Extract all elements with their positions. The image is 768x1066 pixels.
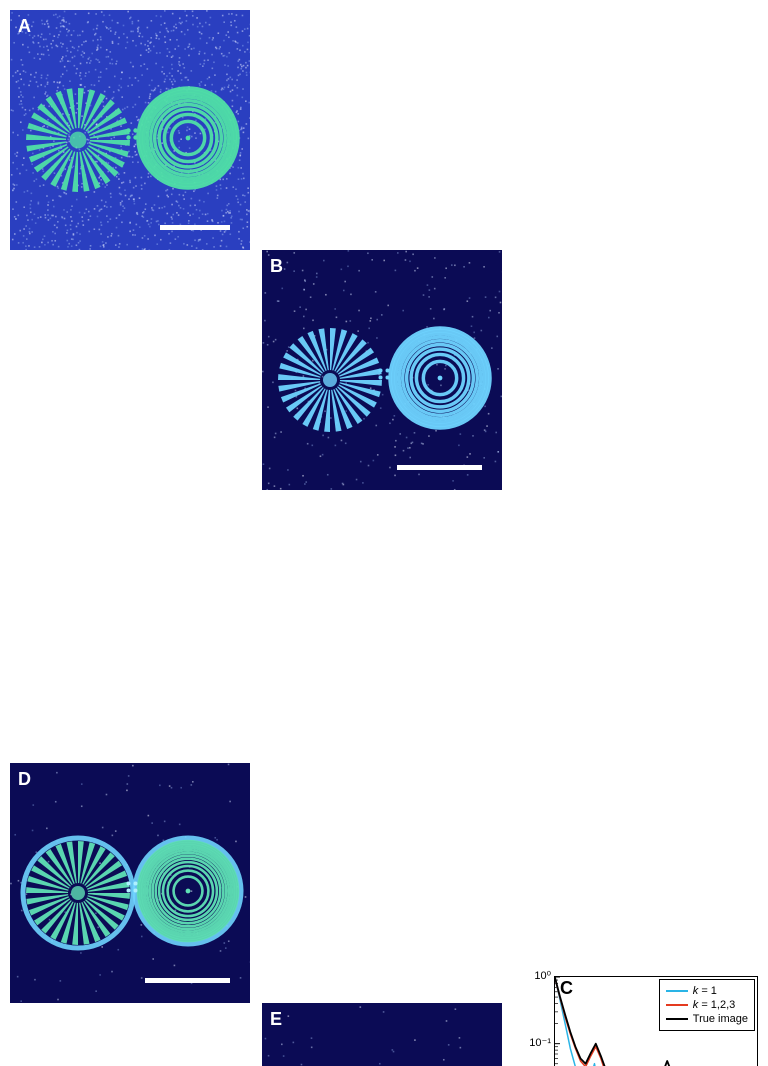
panel-A: A	[10, 10, 250, 250]
zone-rings	[135, 838, 241, 944]
panel-A-image	[10, 10, 250, 250]
panel-D: D	[10, 763, 250, 1003]
legend-label: k = 1,2,3	[693, 998, 736, 1012]
legend: k = 1k = 1,2,3True image	[659, 979, 755, 1031]
legend-label: True image	[693, 1012, 748, 1026]
siemens-star	[278, 328, 382, 432]
panel-label-D: D	[18, 769, 31, 790]
figure-grid: ABDE0246810⁻³10⁻²10⁻¹10⁰λ f⊥k = 1k = 1,2…	[0, 0, 768, 533]
panel-E-image	[262, 1003, 502, 1066]
scalebar	[145, 978, 230, 983]
legend-swatch	[666, 990, 688, 992]
panel-label-B: B	[270, 256, 283, 277]
legend-label: k = 1	[693, 984, 717, 998]
ytick-label: 10⁻¹	[529, 1036, 551, 1049]
zone-rings	[390, 328, 490, 428]
legend-entry: k = 1	[666, 984, 748, 998]
ytick-label: 10⁰	[534, 969, 551, 982]
legend-entry: k = 1,2,3	[666, 998, 748, 1012]
panel-B: B	[262, 250, 502, 490]
panel-label-E: E	[270, 1009, 282, 1030]
legend-swatch	[666, 1004, 688, 1006]
panel-label-C: C	[560, 978, 573, 999]
scalebar	[160, 225, 230, 230]
legend-swatch	[666, 1018, 688, 1020]
panel-C: 0246810⁻³10⁻²10⁻¹10⁰λ f⊥k = 1k = 1,2,3Tr…	[514, 970, 760, 1066]
siemens-star	[23, 838, 133, 948]
panel-label-A: A	[18, 16, 31, 37]
scalebar	[397, 465, 482, 470]
panel-E: E	[262, 1003, 502, 1066]
siemens-star	[26, 88, 130, 192]
panel-D-image	[10, 763, 250, 1003]
zone-rings	[138, 88, 238, 188]
legend-entry: True image	[666, 1012, 748, 1026]
panel-B-image	[262, 250, 502, 490]
